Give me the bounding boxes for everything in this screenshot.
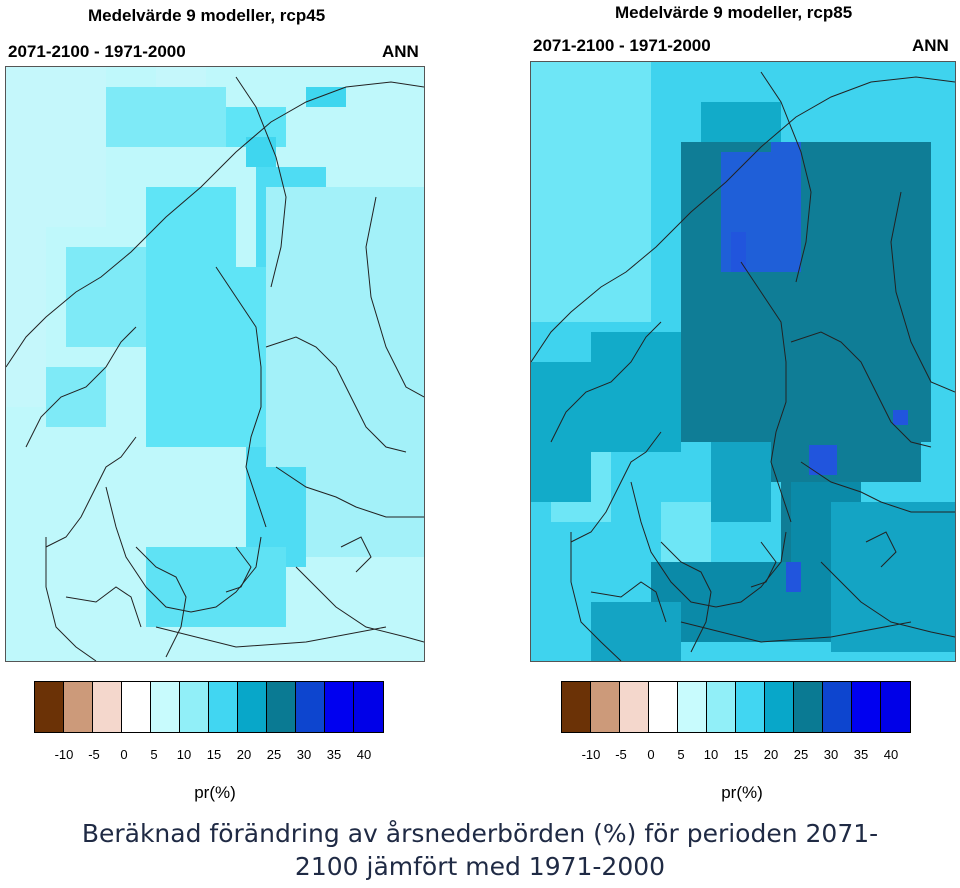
- panel-period: 2071-2100 - 1971-2000: [8, 42, 186, 61]
- caption-line-1: Beräknad förändring av årsnederbörden (%…: [81, 819, 879, 848]
- panel-period: 2071-2100 - 1971-2000: [533, 36, 711, 55]
- legend-tick-label: 30: [823, 747, 839, 762]
- legend-tick-label: -10: [581, 747, 601, 762]
- legend-colorbar: [34, 681, 384, 733]
- legend-tick-label: 15: [733, 747, 749, 762]
- legend-swatch: [794, 682, 823, 732]
- map-canvas-rcp85: [531, 62, 955, 661]
- legend-tick-label: 30: [296, 747, 312, 762]
- figure-caption: Beräknad förändring av årsnederbörden (%…: [0, 817, 960, 883]
- legend-swatch: [852, 682, 881, 732]
- legend-tick-label: 20: [236, 747, 252, 762]
- region-coast: [531, 102, 781, 502]
- legend-tick-label: 35: [853, 747, 869, 762]
- legend-tick-label: 5: [150, 747, 158, 762]
- legend-swatch: [649, 682, 678, 732]
- legend-swatch: [180, 682, 209, 732]
- legend-tick-label: 15: [206, 747, 222, 762]
- region-finland: [266, 187, 424, 557]
- legend-swatch: [354, 682, 383, 732]
- legend-colorbar: [561, 681, 911, 733]
- legend-tick-label: 25: [793, 747, 809, 762]
- legend-swatch: [620, 682, 649, 732]
- legend-swatch: [881, 682, 910, 732]
- legend-swatch: [64, 682, 93, 732]
- legend-tick-label: 40: [883, 747, 899, 762]
- legend-tick-label: 10: [176, 747, 192, 762]
- legend-swatch: [151, 682, 180, 732]
- panel-title: Medelvärde 9 modeller, rcp85: [615, 3, 853, 22]
- caption-line-2: 2100 jämfört med 1971-2000: [294, 852, 666, 881]
- region-sea-west: [531, 62, 711, 562]
- legend-tick-label: 40: [356, 747, 372, 762]
- legend-tick-label: 0: [647, 747, 655, 762]
- legend-tick-label: 20: [763, 747, 779, 762]
- panel-season: ANN: [382, 42, 419, 61]
- coastlines: [531, 71, 955, 661]
- legend-tick-label: 25: [266, 747, 282, 762]
- region-mountains: [146, 107, 286, 447]
- legend-swatch: [707, 682, 736, 732]
- legend-tick-label: 5: [677, 747, 685, 762]
- region-baltic-south: [146, 547, 286, 627]
- legend-swatch: [267, 682, 296, 732]
- legend-swatch: [35, 682, 64, 732]
- legend-tick-label: 35: [326, 747, 342, 762]
- map-rcp45: [5, 66, 425, 662]
- legend-swatch: [562, 682, 591, 732]
- region-north-patch: [246, 87, 346, 167]
- legend-swatch: [93, 682, 122, 732]
- legend-tick-label: 10: [703, 747, 719, 762]
- panel-season: ANN: [912, 36, 949, 55]
- map-canvas-rcp45: [6, 67, 424, 661]
- legend-swatch: [591, 682, 620, 732]
- legend-swatch: [122, 682, 151, 732]
- legend-swatch: [209, 682, 238, 732]
- legend-tick-label: 0: [120, 747, 128, 762]
- map-rcp85: [530, 61, 956, 662]
- coastlines: [6, 76, 424, 661]
- legend-swatch: [296, 682, 325, 732]
- legend-swatch: [823, 682, 852, 732]
- legend-swatch: [325, 682, 354, 732]
- legend-unit: pr(%): [721, 783, 763, 802]
- legend-tick-label: -10: [54, 747, 74, 762]
- region-sea-west: [6, 67, 206, 407]
- legend-swatch: [678, 682, 707, 732]
- legend-tick-label: -5: [615, 747, 627, 762]
- legend-swatch: [238, 682, 267, 732]
- legend-tick-label: -5: [88, 747, 100, 762]
- region-south: [591, 442, 955, 661]
- legend-swatch: [765, 682, 794, 732]
- legend-swatch: [736, 682, 765, 732]
- panel-title: Medelvärde 9 modeller, rcp45: [88, 6, 326, 25]
- legend-unit: pr(%): [194, 783, 236, 802]
